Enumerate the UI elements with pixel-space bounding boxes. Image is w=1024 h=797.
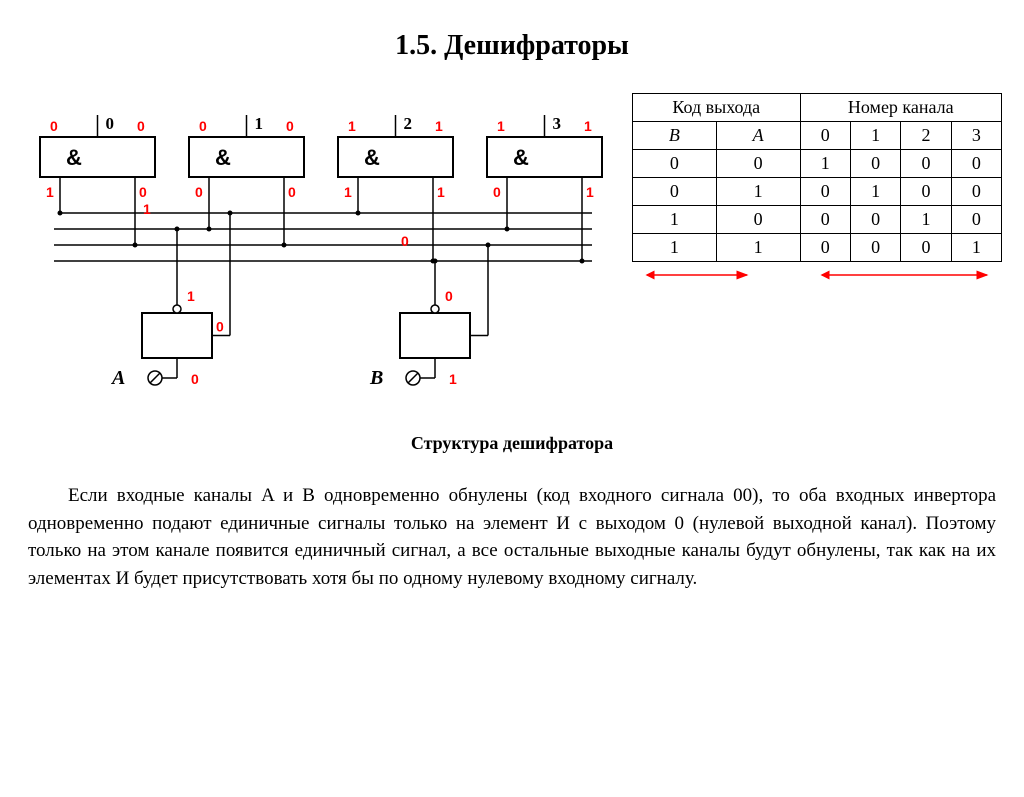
table-header-right: Номер канала	[800, 94, 1001, 122]
table-col: 2	[901, 122, 951, 150]
table-cell: 0	[800, 234, 850, 262]
table-cell: 0	[901, 150, 951, 178]
svg-text:0: 0	[106, 114, 115, 133]
svg-text:&: &	[215, 145, 231, 170]
svg-text:0: 0	[288, 184, 296, 200]
table-cell: 0	[951, 150, 1001, 178]
svg-text:0: 0	[199, 118, 207, 134]
table-cell: 1	[633, 234, 717, 262]
svg-text:1: 1	[255, 114, 264, 133]
svg-text:1: 1	[584, 118, 592, 134]
table-cell: 0	[800, 206, 850, 234]
svg-text:0: 0	[445, 288, 453, 304]
svg-text:A: A	[110, 367, 125, 389]
page-title: 1.5. Дешифраторы	[0, 30, 1024, 62]
table-col: 1	[850, 122, 900, 150]
svg-text:1: 1	[348, 118, 356, 134]
svg-text:1: 1	[143, 201, 151, 217]
table-cell: 1	[901, 206, 951, 234]
main-content: &000&100&211&3111A00B101000110110 Код вы…	[0, 87, 1024, 417]
table-cell: 0	[901, 234, 951, 262]
svg-text:B: B	[369, 367, 383, 389]
svg-text:1: 1	[497, 118, 505, 134]
svg-text:1: 1	[437, 184, 445, 200]
table-col: 0	[800, 122, 850, 150]
svg-text:&: &	[364, 145, 380, 170]
table-cell: 0	[633, 178, 717, 206]
table-cell: 0	[716, 150, 800, 178]
svg-text:3: 3	[553, 114, 562, 133]
table-cell: 0	[850, 206, 900, 234]
svg-text:1: 1	[187, 288, 195, 304]
table-cell: 1	[716, 178, 800, 206]
svg-text:1: 1	[344, 184, 352, 200]
figure-caption: Структура дешифратора	[0, 433, 1024, 454]
svg-text:1: 1	[449, 371, 457, 387]
table-cell: 0	[800, 178, 850, 206]
body-paragraph: Если входные каналы A и B одновременно о…	[0, 482, 1024, 592]
svg-text:0: 0	[139, 184, 147, 200]
table-cell: 0	[901, 178, 951, 206]
svg-text:&: &	[66, 145, 82, 170]
table-cell: 0	[951, 206, 1001, 234]
table-cell: 1	[951, 234, 1001, 262]
table-cell: 1	[800, 150, 850, 178]
svg-text:0: 0	[493, 184, 501, 200]
svg-text:0: 0	[286, 118, 294, 134]
svg-text:0: 0	[50, 118, 58, 134]
svg-text:1: 1	[586, 184, 594, 200]
svg-text:0: 0	[195, 184, 203, 200]
svg-text:0: 0	[191, 371, 199, 387]
svg-text:0: 0	[137, 118, 145, 134]
svg-text:1: 1	[46, 184, 54, 200]
table-cell: 0	[633, 150, 717, 178]
svg-text:0: 0	[216, 319, 224, 335]
table-col: B	[633, 122, 717, 150]
svg-text:0: 0	[401, 233, 409, 249]
svg-text:2: 2	[404, 114, 413, 133]
svg-text:&: &	[513, 145, 529, 170]
circuit-diagram: &000&100&211&3111A00B101000110110	[12, 87, 612, 417]
table-cell: 0	[951, 178, 1001, 206]
table-col: A	[716, 122, 800, 150]
table-cell: 1	[850, 178, 900, 206]
table-cell: 1	[716, 234, 800, 262]
table-arrows	[632, 266, 1002, 286]
svg-text:1: 1	[435, 118, 443, 134]
table-cell: 0	[850, 150, 900, 178]
table-cell: 0	[850, 234, 900, 262]
table-col: 3	[951, 122, 1001, 150]
table-cell: 1	[633, 206, 717, 234]
table-header-left: Код выхода	[633, 94, 801, 122]
truth-table: Код выхода Номер канала BA0123 001000010…	[632, 93, 1002, 286]
table-cell: 0	[716, 206, 800, 234]
